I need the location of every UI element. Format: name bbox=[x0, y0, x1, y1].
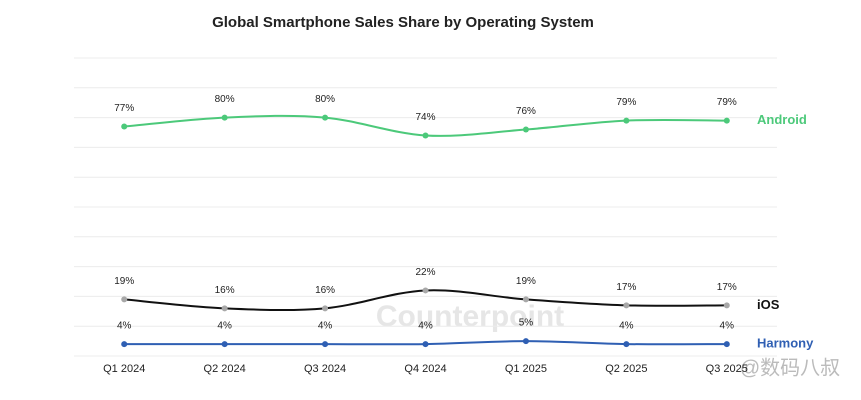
point bbox=[221, 305, 228, 312]
point bbox=[623, 302, 630, 309]
point bbox=[221, 114, 228, 121]
data-label: 77% bbox=[114, 103, 134, 114]
data-label: 17% bbox=[717, 282, 737, 293]
data-label: 4% bbox=[720, 321, 735, 332]
point bbox=[121, 123, 128, 130]
series-name: iOS bbox=[757, 297, 780, 312]
data-label: 4% bbox=[217, 321, 232, 332]
x-tick-label: Q3 2024 bbox=[304, 363, 346, 375]
data-label: 80% bbox=[215, 94, 235, 105]
watermark: Counterpoint bbox=[376, 300, 564, 333]
point bbox=[322, 305, 329, 312]
watermark: @数码八叔 bbox=[740, 356, 840, 379]
point bbox=[121, 341, 128, 348]
data-label: 79% bbox=[717, 97, 737, 108]
point bbox=[422, 132, 429, 139]
data-label: 4% bbox=[619, 321, 634, 332]
point bbox=[422, 287, 429, 294]
data-label: 4% bbox=[117, 321, 132, 332]
x-tick-label: Q2 2025 bbox=[605, 363, 647, 375]
point bbox=[522, 338, 529, 345]
data-label: 76% bbox=[516, 106, 536, 117]
data-label: 79% bbox=[616, 97, 636, 108]
x-tick-label: Q1 2024 bbox=[103, 363, 145, 375]
chart-title: Global Smartphone Sales Share by Operati… bbox=[212, 14, 594, 31]
data-label: 74% bbox=[415, 112, 435, 123]
data-label: 16% bbox=[215, 285, 235, 296]
data-label: 19% bbox=[114, 276, 134, 287]
series-name: Android bbox=[757, 112, 807, 127]
data-label: 17% bbox=[616, 282, 636, 293]
data-label: 4% bbox=[418, 321, 433, 332]
point bbox=[221, 341, 228, 348]
point bbox=[322, 114, 329, 121]
data-label: 22% bbox=[415, 267, 435, 278]
x-tick-label: Q3 2025 bbox=[706, 363, 748, 375]
point bbox=[522, 126, 529, 133]
data-label: 80% bbox=[315, 94, 335, 105]
point bbox=[422, 341, 429, 348]
data-label: 4% bbox=[318, 321, 333, 332]
data-label: 19% bbox=[516, 276, 536, 287]
point bbox=[723, 302, 730, 309]
point bbox=[522, 296, 529, 303]
point bbox=[623, 341, 630, 348]
series-name: Harmony bbox=[757, 336, 814, 351]
point bbox=[121, 296, 128, 303]
point bbox=[723, 341, 730, 348]
x-tick-label: Q4 2024 bbox=[404, 363, 446, 375]
data-label: 5% bbox=[519, 318, 534, 329]
x-tick-label: Q1 2025 bbox=[505, 363, 547, 375]
point bbox=[322, 341, 329, 348]
point bbox=[623, 117, 630, 124]
data-label: 16% bbox=[315, 285, 335, 296]
x-tick-label: Q2 2024 bbox=[204, 363, 246, 375]
point bbox=[723, 117, 730, 124]
